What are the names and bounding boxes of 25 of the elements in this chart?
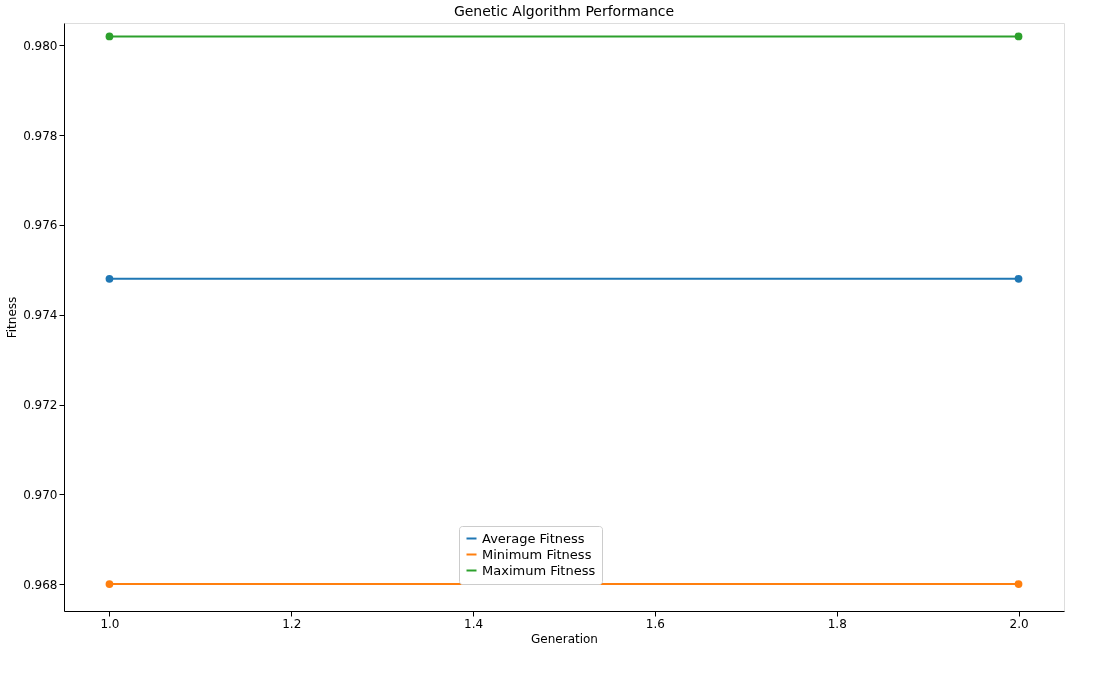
y-tick-label: 0.980 (23, 38, 58, 53)
point (1014, 580, 1023, 588)
point (105, 274, 114, 283)
y-tick-label: 0.968 (23, 577, 58, 592)
y-tick-label: 0.972 (23, 398, 58, 413)
chart-title: Genetic Algorithm Performance (453, 3, 675, 19)
x-axis-title: Generation (531, 631, 598, 646)
point (1014, 32, 1023, 41)
y-tick-label: 0.976 (23, 218, 58, 233)
x-tick-label: 1.0 (100, 616, 120, 631)
x-tick-label: 1.8 (827, 616, 847, 631)
point (105, 580, 114, 588)
legend-label: Minimum Fitness (482, 546, 592, 562)
point (105, 32, 114, 41)
y-tick-label: 0.970 (23, 487, 58, 502)
x-tick-label: 1.2 (282, 616, 302, 631)
y-tick-label: 0.978 (23, 128, 58, 143)
x-tick-label: 1.4 (464, 616, 484, 631)
point (1014, 274, 1023, 283)
legend-label: Average Fitness (482, 530, 585, 546)
legend-label: Maximum Fitness (482, 562, 596, 578)
y-axis-title: Fitness (5, 296, 20, 339)
y-tick-label: 0.974 (23, 308, 58, 323)
x-tick-label: 2.0 (1009, 616, 1029, 631)
x-tick-label: 1.6 (645, 616, 665, 631)
